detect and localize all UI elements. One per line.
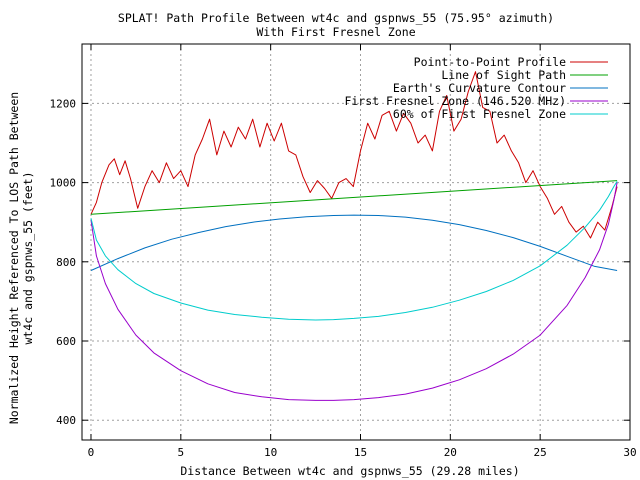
- x-tick-label: 10: [264, 446, 277, 459]
- series-line-4: [90, 181, 618, 321]
- axis-ticks: 0 5 10 15 20 25 30 400 600 800 1000 1200: [50, 44, 637, 459]
- series-line-1: [90, 180, 618, 215]
- chart-subtitle: With First Fresnel Zone: [256, 25, 415, 39]
- series-line-3: [90, 182, 618, 401]
- series-line-2: [90, 214, 618, 271]
- y-tick-label: 800: [56, 256, 76, 269]
- x-tick-label: 0: [88, 446, 95, 459]
- series-line-0: [90, 71, 618, 239]
- y-tick-label: 1200: [50, 97, 77, 110]
- legend-label-0: Point-to-Point Profile: [414, 55, 566, 69]
- y-tick-label: 1000: [50, 177, 77, 190]
- x-tick-label: 25: [534, 446, 547, 459]
- y-axis-label-line-2: wt4c and gspnws_55 (feet): [21, 171, 35, 344]
- x-axis-label: Distance Between wt4c and gspnws_55 (29.…: [180, 464, 519, 478]
- legend-label-3: First Fresnel Zone (146.520 MHz): [344, 94, 566, 108]
- legend-label-4: 60% of First Fresnel Zone: [393, 107, 566, 121]
- y-tick-label: 600: [56, 335, 76, 348]
- y-tick-label: 400: [56, 414, 76, 427]
- y-axis-label-line-1: Normalized Height Referenced To LOS Path…: [7, 92, 21, 424]
- x-tick-label: 20: [444, 446, 457, 459]
- x-tick-label: 30: [623, 446, 636, 459]
- legend-label-2: Earth's Curvature Contour: [393, 81, 566, 95]
- x-tick-label: 15: [354, 446, 367, 459]
- legend-label-1: Line of Sight Path: [441, 68, 566, 82]
- y-axis-label: Normalized Height Referenced To LOS Path…: [7, 92, 35, 424]
- x-tick-label: 5: [178, 446, 185, 459]
- plot-frame: [81, 43, 631, 441]
- series-lines: [90, 71, 618, 401]
- chart-title: SPLAT! Path Profile Between wt4c and gsp…: [118, 11, 554, 25]
